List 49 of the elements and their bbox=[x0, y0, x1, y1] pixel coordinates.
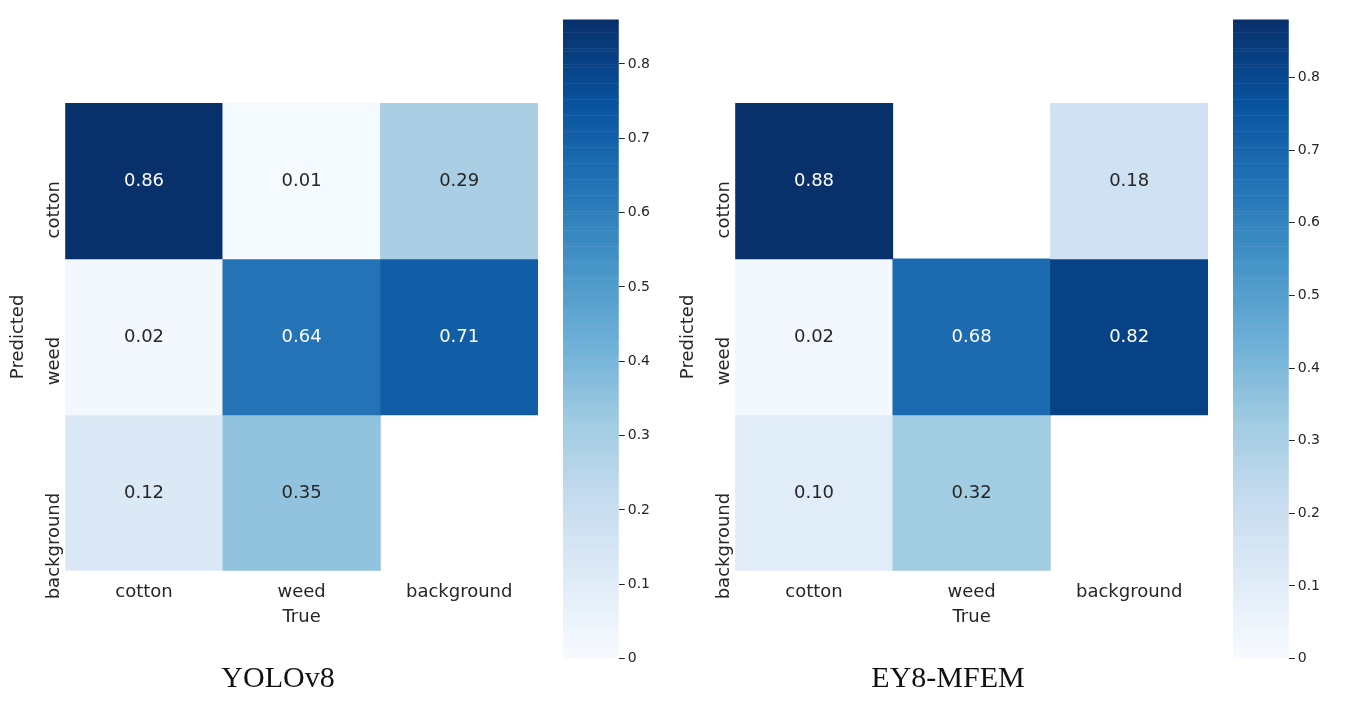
color-bar-label: 0.3 bbox=[1297, 431, 1320, 448]
x-tick-label: weed bbox=[277, 580, 326, 602]
color-bar-label: 0.7 bbox=[1297, 140, 1320, 157]
y-axis-title: Predicted bbox=[676, 294, 698, 380]
data-label: 0.02 bbox=[123, 324, 165, 346]
data-label: 0.86 bbox=[123, 168, 165, 190]
color-bar-label: 0.5 bbox=[1297, 286, 1320, 303]
x-tick-label: background bbox=[1075, 580, 1183, 602]
y-tick-label: weed bbox=[41, 336, 63, 386]
data-label: 0.02 bbox=[793, 324, 835, 346]
data-label: 0.10 bbox=[793, 480, 835, 502]
color-bar-label: 0.6 bbox=[1297, 213, 1321, 230]
color-bar-label: 0.1 bbox=[627, 574, 650, 591]
data-label: 0.82 bbox=[1109, 324, 1150, 346]
color-bar-label: 0.8 bbox=[1297, 68, 1320, 85]
color-bar-label: 0.8 bbox=[627, 54, 650, 71]
color-bar-label: 0.3 bbox=[627, 426, 650, 443]
color-bar-label: 0.5 bbox=[627, 277, 650, 294]
color-bar-label: 0 bbox=[627, 649, 637, 666]
text: EY8-MFEM bbox=[870, 660, 1026, 694]
data-label: 0.12 bbox=[123, 480, 165, 502]
color-bar-label: 0 bbox=[1297, 649, 1307, 666]
y-tick-label: weed bbox=[711, 336, 733, 386]
data-label: 0.29 bbox=[439, 168, 480, 190]
data-label: 0.01 bbox=[281, 168, 322, 190]
color-bar-label: 0.4 bbox=[627, 351, 651, 368]
x-tick-label: cotton bbox=[115, 580, 173, 602]
y-axis-title: Predicted bbox=[6, 294, 28, 380]
data-label: 0.71 bbox=[439, 324, 480, 346]
color-bar-label: 0.1 bbox=[1297, 576, 1320, 593]
x-axis-title: True bbox=[281, 604, 321, 626]
color-bar-label: 0.7 bbox=[627, 128, 650, 145]
data-label: 0.64 bbox=[281, 324, 322, 346]
color-bar-label: 0.2 bbox=[1297, 503, 1320, 520]
data-label: 0.35 bbox=[281, 480, 322, 502]
data-label: 0.32 bbox=[951, 480, 992, 502]
color-bar-label: 0.6 bbox=[627, 203, 651, 220]
x-tick-label: weed bbox=[947, 580, 996, 602]
data-label: 0.88 bbox=[793, 168, 835, 190]
x-tick-label: background bbox=[405, 580, 513, 602]
data-label: 0.18 bbox=[1109, 168, 1150, 190]
x-tick-label: cotton bbox=[785, 580, 843, 602]
data-label: 0.68 bbox=[951, 324, 992, 346]
color-bar-label: 0.2 bbox=[627, 500, 650, 517]
color-bar-label: 0.4 bbox=[1297, 358, 1321, 375]
x-axis-title: True bbox=[951, 604, 991, 626]
y-tick-label: cotton bbox=[711, 180, 733, 239]
y-tick-label: cotton bbox=[41, 180, 63, 239]
text: YOLOv8 bbox=[220, 660, 336, 694]
